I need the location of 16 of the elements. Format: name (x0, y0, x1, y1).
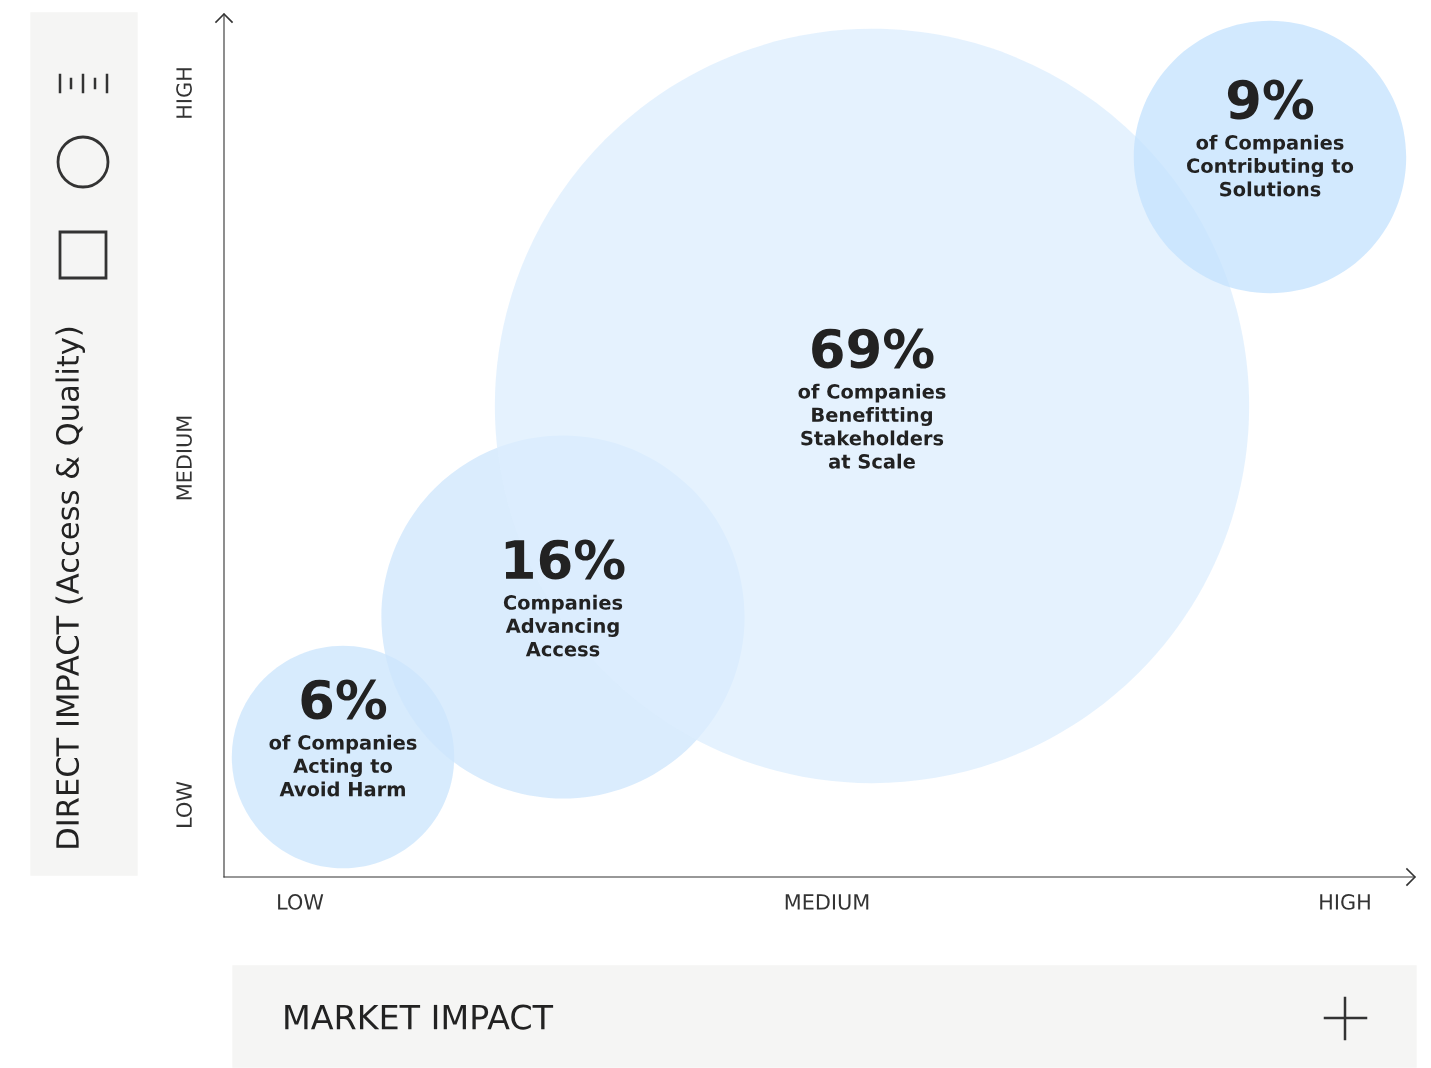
text: LOW (278, 894, 324, 910)
text: HIGH (176, 68, 192, 118)
data-label: 9% (1227, 79, 1314, 120)
category-label: of Companies Contributing to Solutions (1187, 134, 1354, 197)
category-label: of Companies Benefitting Stakeholders at Scale (798, 383, 946, 469)
category-label: of Companies Acting to Avoid Harm (269, 734, 417, 797)
text: MEDIUM (176, 416, 192, 500)
data-label: 6% (301, 679, 387, 720)
text: LOW (176, 781, 192, 827)
text: MEDIUM (785, 894, 869, 910)
text: MARKET IMPACT (285, 1004, 554, 1030)
category-label: Companies Advancing Access (503, 594, 623, 657)
data-label: 69% (812, 328, 934, 369)
text: DIRECT IMPACT (Access & Quality) (55, 327, 85, 848)
data-label: 16% (505, 539, 625, 580)
text: HIGH (1320, 894, 1370, 910)
